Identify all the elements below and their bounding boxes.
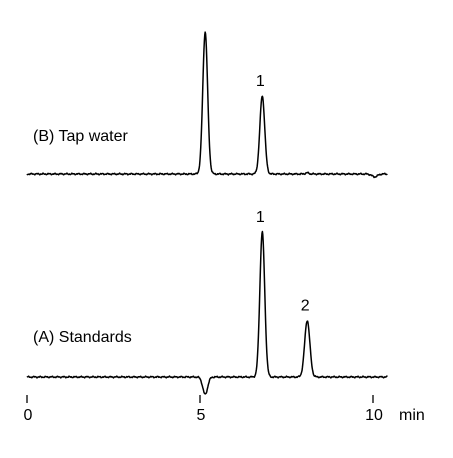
trace-label: (B) Tap water	[33, 128, 129, 145]
x-axis: 0 5 10 min	[24, 395, 425, 424]
x-tick-label: 5	[197, 407, 206, 424]
traces-layer	[26, 31, 388, 395]
peak-label: 2	[301, 297, 310, 314]
peak-label: 1	[256, 209, 265, 226]
x-tick-label: 0	[24, 407, 33, 424]
x-axis-unit: min	[399, 407, 425, 424]
trace-line-standards	[26, 230, 388, 395]
peak-label: 1	[256, 73, 265, 90]
labels-layer: (B) Tap water 1 (A) Standards 1 2	[33, 73, 310, 346]
trace-line-tap-water	[26, 31, 388, 179]
x-tick-label: 10	[365, 407, 383, 424]
trace-label: (A) Standards	[33, 329, 132, 346]
